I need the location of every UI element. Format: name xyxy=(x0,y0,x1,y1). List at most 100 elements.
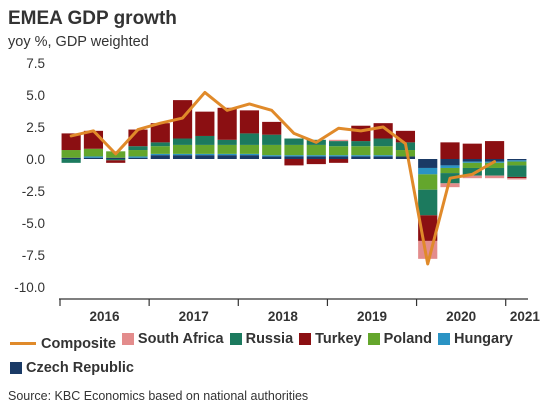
bar-czech-republic-2016Q1 xyxy=(61,157,81,159)
legend-label: South Africa xyxy=(137,331,224,347)
y-tick-label: 0.0 xyxy=(26,152,45,167)
bar-hungary-2019Q2 xyxy=(351,155,371,157)
bar-czech-republic-2019Q4 xyxy=(395,156,416,159)
legend-swatch xyxy=(10,342,36,345)
bar-hungary-2017Q3 xyxy=(195,153,215,156)
bar-czech-republic-2017Q3 xyxy=(195,155,215,159)
bar-czech-republic-2019Q3 xyxy=(373,156,393,159)
bar-turkey-2016Q1 xyxy=(61,133,81,151)
x-tick-label: 2018 xyxy=(268,309,299,324)
bar-russia-2018Q2 xyxy=(262,134,282,145)
bar-hungary-2018Q3 xyxy=(284,155,304,157)
bar-hungary-2020Q2 xyxy=(440,165,460,168)
x-tick-label: 2017 xyxy=(179,309,209,324)
bar-russia-2020Q4 xyxy=(484,167,505,176)
bar-poland-2016Q1 xyxy=(61,150,81,158)
bar-poland-2017Q3 xyxy=(195,144,215,154)
bar-russia-2018Q1 xyxy=(239,133,260,145)
y-tick-label: 2.5 xyxy=(26,120,45,135)
bar-poland-2017Q4 xyxy=(217,144,237,154)
bar-czech-republic-2016Q4 xyxy=(128,157,148,159)
bar-turkey-2019Q1 xyxy=(328,159,349,163)
bar-poland-2018Q2 xyxy=(262,144,282,156)
bar-russia-2016Q3 xyxy=(106,159,126,161)
legend-label: Poland xyxy=(383,331,432,347)
bar-poland-2020Q3 xyxy=(462,162,482,168)
bar-south-africa-2021Q1 xyxy=(507,178,527,180)
legend-swatch xyxy=(299,333,312,345)
source-note: Source: KBC Economics based on national … xyxy=(8,389,309,403)
bar-poland-2019Q3 xyxy=(373,146,393,156)
bar-czech-republic-2018Q4 xyxy=(306,156,326,159)
chart-legend: Composite South Africa Russia Turkey Poland H… xyxy=(10,331,535,384)
legend-item-czech-republic: Czech Republic xyxy=(10,360,134,376)
legend-swatch xyxy=(121,333,134,345)
bar-turkey-2020Q2 xyxy=(440,142,460,159)
bar-russia-2016Q4 xyxy=(128,146,148,151)
legend-item-russia: Russia xyxy=(229,331,293,347)
legend-swatch xyxy=(367,333,380,345)
bar-russia-2018Q3 xyxy=(284,138,304,145)
y-tick-label: 5.0 xyxy=(26,88,45,103)
bar-poland-2020Q4 xyxy=(484,162,505,168)
bar-hungary-2017Q2 xyxy=(172,153,193,156)
bar-turkey-2019Q4 xyxy=(395,130,416,143)
bar-hungary-2020Q3 xyxy=(462,161,482,163)
legend-swatch xyxy=(10,361,22,374)
x-tick-label: 2021 xyxy=(510,309,540,324)
bar-south-africa-2020Q3 xyxy=(462,175,482,179)
bar-turkey-2019Q2 xyxy=(351,125,371,142)
legend-label: Hungary xyxy=(453,331,513,347)
x-tick-label: 2020 xyxy=(446,309,476,324)
bar-turkey-2018Q4 xyxy=(306,159,326,165)
bar-czech-republic-2020Q3 xyxy=(462,159,482,162)
bar-poland-2018Q1 xyxy=(239,144,260,154)
bar-czech-republic-2019Q1 xyxy=(328,156,349,159)
bar-hungary-2019Q1 xyxy=(328,155,349,157)
bar-hungary-2016Q4 xyxy=(128,156,148,158)
bar-czech-republic-2017Q2 xyxy=(172,155,193,159)
bar-turkey-2021Q1 xyxy=(507,176,527,179)
bar-hungary-2017Q1 xyxy=(150,153,170,156)
bar-poland-2016Q2 xyxy=(83,148,104,157)
bar-czech-republic-2020Q2 xyxy=(440,159,460,166)
legend-swatch xyxy=(437,333,450,345)
bar-poland-2019Q1 xyxy=(328,146,349,156)
bar-turkey-2020Q3 xyxy=(462,143,482,159)
bar-turkey-2020Q4 xyxy=(484,141,505,159)
legend-swatch xyxy=(229,333,242,345)
y-tick-label: -7.5 xyxy=(22,248,45,263)
bar-poland-2018Q3 xyxy=(284,144,304,156)
bar-poland-2016Q4 xyxy=(128,150,148,157)
legend-item-turkey: Turkey xyxy=(299,331,362,347)
bar-poland-2021Q1 xyxy=(507,161,527,166)
x-tick-label: 2019 xyxy=(357,309,387,324)
bar-russia-2019Q1 xyxy=(328,141,349,147)
bar-czech-republic-2016Q3 xyxy=(106,157,126,159)
bar-czech-republic-2018Q3 xyxy=(284,156,304,159)
bar-czech-republic-2020Q1 xyxy=(418,159,438,168)
bar-czech-republic-2019Q2 xyxy=(351,156,371,159)
bar-czech-republic-2017Q4 xyxy=(217,155,237,159)
bar-russia-2016Q1 xyxy=(61,159,81,163)
chart-title: EMEA GDP growth xyxy=(8,8,177,29)
bar-turkey-2017Q4 xyxy=(217,107,237,140)
bar-russia-2017Q1 xyxy=(150,142,170,147)
bar-turkey-2016Q3 xyxy=(106,160,126,163)
chart-area: 7.5 5.0 2.5 0.0 -2.5 -5.0 -7.5 -10.0 2016 2017 201… xyxy=(14,56,540,324)
bar-russia-2019Q3 xyxy=(373,138,393,147)
legend-item-hungary: Hungary xyxy=(437,331,513,347)
bar-turkey-2017Q1 xyxy=(150,123,170,143)
bar-russia-2020Q3 xyxy=(462,167,482,176)
bar-south-africa-2020Q4 xyxy=(484,175,505,179)
x-tick-label: 2016 xyxy=(90,309,121,324)
bar-turkey-2018Q1 xyxy=(239,110,260,134)
legend-item-south-africa: South Africa xyxy=(121,331,224,347)
bar-czech-republic-2018Q1 xyxy=(239,155,260,159)
bar-turkey-2018Q2 xyxy=(262,121,282,135)
legend-item-composite: Composite xyxy=(10,336,116,352)
chart-subtitle: yoy %, GDP weighted xyxy=(8,34,149,50)
legend-label: Turkey xyxy=(315,331,362,347)
y-tick-label: -2.5 xyxy=(22,184,45,199)
bar-poland-2020Q1 xyxy=(418,174,438,190)
